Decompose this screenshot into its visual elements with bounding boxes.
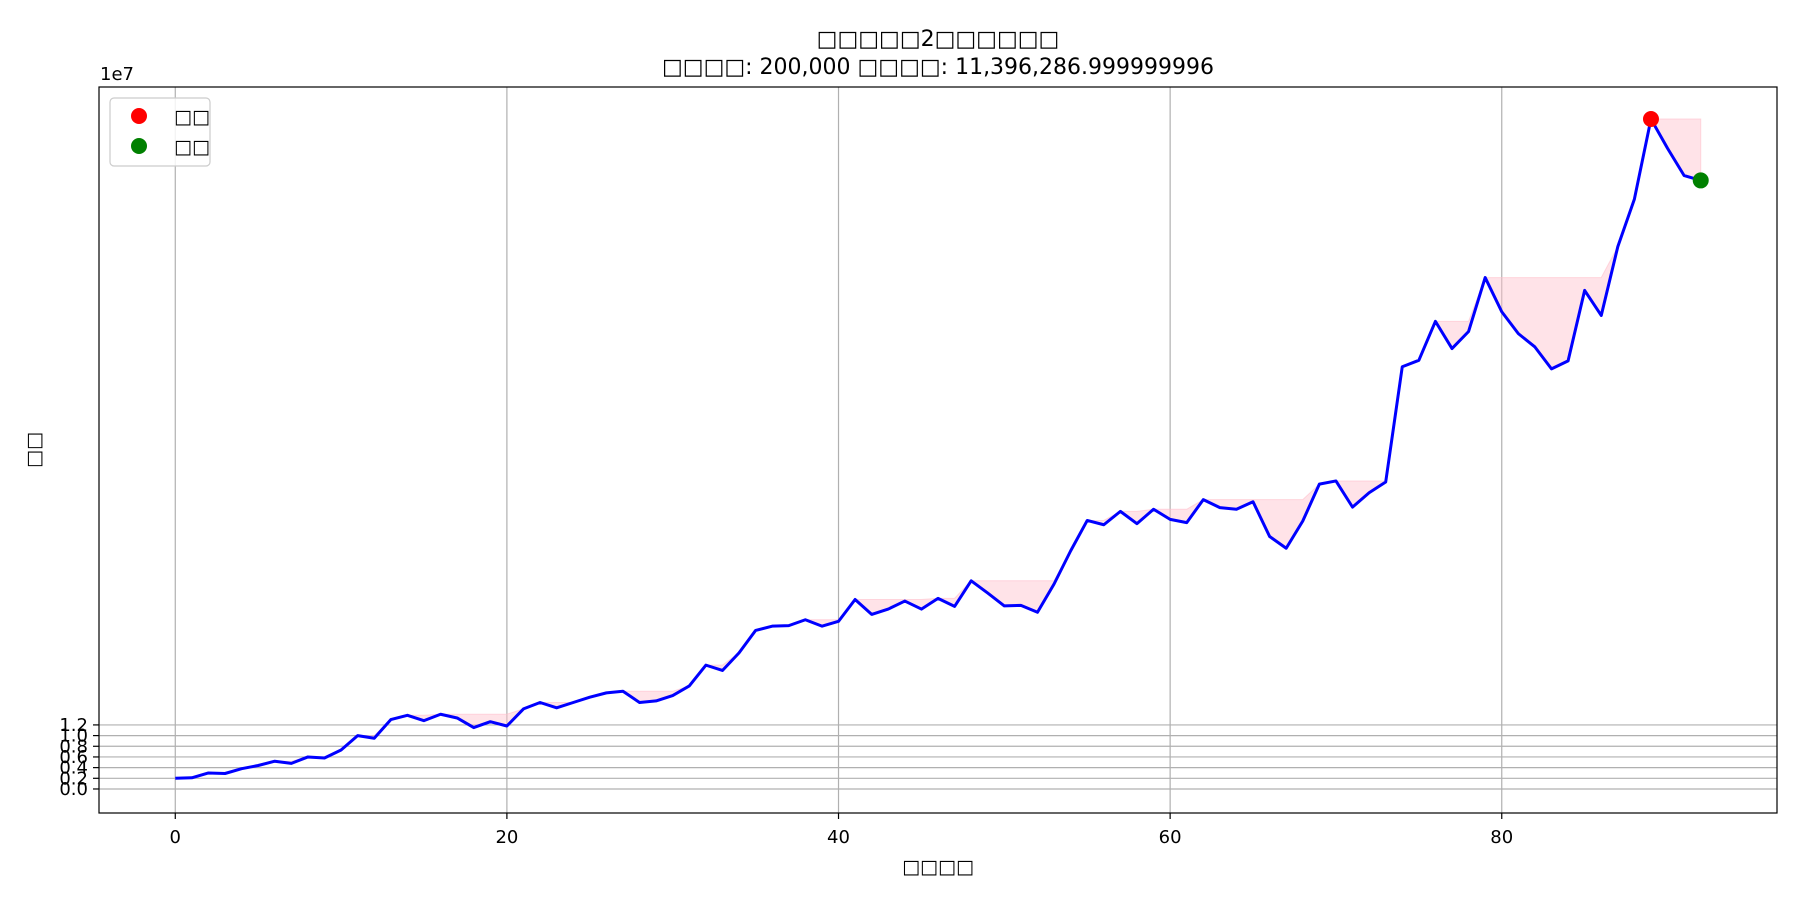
x-axis-label: □□□□ <box>902 856 974 878</box>
x-tick-label: 40 <box>827 827 850 848</box>
y-tick-label: 1.0 <box>59 726 88 747</box>
series-lines <box>175 117 1702 780</box>
marker-point-1 <box>1692 172 1709 189</box>
x-tick-label: 0 <box>170 827 181 848</box>
legend-marker-0 <box>131 108 147 124</box>
chart-title: □□□□□2□□□□□□ <box>817 27 1060 52</box>
y-tick-label: 1.2 <box>59 715 88 736</box>
y-offset-label: 1e7 <box>100 64 134 85</box>
legend-entry-label: □□ <box>174 136 210 158</box>
equity-series-line <box>175 117 1702 780</box>
y-axis-label: □□ <box>23 432 45 468</box>
x-tick-label: 80 <box>1490 827 1513 848</box>
y-tick-label: 0.0 <box>59 779 88 800</box>
legend-marker-1 <box>131 138 147 154</box>
y-tick-label: 0.2 <box>59 768 88 789</box>
legend-entry-label: □□ <box>174 106 210 128</box>
y-tick-label: 0.4 <box>59 758 88 779</box>
x-tick-label: 20 <box>495 827 518 848</box>
marker-point-0 <box>1642 111 1659 128</box>
y-tick-label: 0.6 <box>59 747 88 768</box>
chart-subtitle: □□□□: 200,000 □□□□: 11,396,286.999999996 <box>662 55 1214 80</box>
legend: □□ □□ <box>109 97 211 167</box>
x-tick-label: 60 <box>1159 827 1182 848</box>
plot-frame <box>98 86 1778 814</box>
markers <box>1642 111 1709 189</box>
grid-lines <box>99 87 1777 813</box>
axis-ticks: 0 20 40 60 80 0.00.20.40.60.81.01.2 <box>59 715 1513 848</box>
y-tick-label: 0.8 <box>59 736 88 757</box>
